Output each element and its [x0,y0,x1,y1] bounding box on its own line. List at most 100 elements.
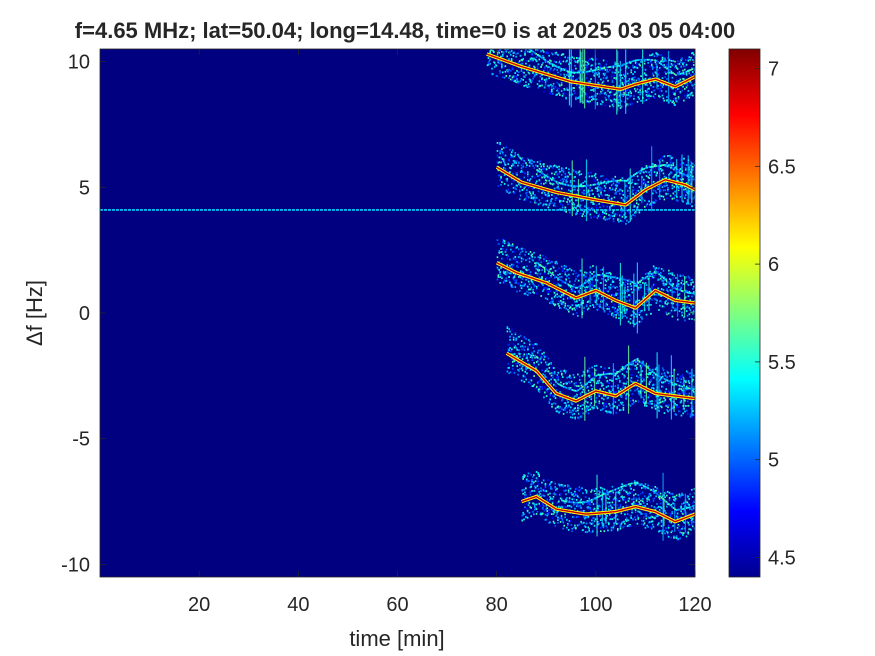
heatmap-cell [575,383,577,385]
heatmap-cell [677,170,680,173]
heatmap-cell [684,392,686,395]
heatmap-cell [589,209,592,211]
heatmap-cell [548,61,551,64]
heatmap-cell [642,360,644,363]
heatmap-cell [535,343,537,345]
heatmap-cell [525,198,527,201]
heatmap-cell [527,291,530,294]
heatmap-cell [533,284,535,286]
heatmap-cell [598,195,601,198]
heatmap-cell [579,393,582,396]
heatmap-cell [640,188,642,191]
heatmap-cell [677,388,680,391]
heatmap-cell [630,215,633,218]
heatmap-cell [663,175,666,178]
heatmap-cell [521,514,524,517]
heatmap-cell [502,153,504,155]
heatmap-cell [537,263,540,265]
heatmap-cell [526,285,528,288]
heatmap-cell [501,65,503,68]
heatmap-cell [576,61,579,64]
heatmap-cell [502,158,504,160]
heatmap-cell [605,280,608,283]
heatmap-cell [524,53,526,56]
heatmap-cell [627,345,630,414]
heatmap-cell [592,88,595,91]
heatmap-cell [635,361,637,364]
heatmap-cell [673,291,675,293]
heatmap-cell [537,349,540,352]
heatmap-cell [675,65,677,68]
heatmap-cell [492,49,494,52]
heatmap-cell [597,382,600,384]
heatmap-cell [502,160,505,163]
heatmap-cell [600,298,602,301]
heatmap-cell [552,395,554,397]
heatmap-cell [682,376,685,379]
heatmap-cell [689,372,692,375]
heatmap-cell [659,168,662,170]
heatmap-cell [576,393,578,396]
heatmap-cell [523,349,526,351]
heatmap-cell [554,269,557,272]
heatmap-cell [573,176,576,179]
heatmap-cell [626,219,628,222]
heatmap-cell [673,97,675,100]
heatmap-cell [616,372,618,374]
heatmap-cell [616,185,618,188]
heatmap-cell [500,161,502,164]
heatmap-cell [526,269,528,272]
heatmap-cell [649,65,651,68]
heatmap-cell [571,403,574,406]
heatmap-cell [543,358,545,361]
heatmap-cell [595,382,598,385]
heatmap-cell [566,201,568,203]
heatmap-cell [622,281,625,284]
heatmap-cell [569,376,571,379]
heatmap-cell [694,414,695,417]
heatmap-cell [592,207,594,210]
heatmap-cell [693,56,695,59]
heatmap-cell [652,80,655,83]
heatmap-cell [692,94,694,97]
heatmap-cell [528,257,531,260]
heatmap-cell [584,286,586,289]
heatmap-cell [676,179,679,182]
heatmap-cell [542,172,544,175]
heatmap-cell [606,307,609,310]
heatmap-cell [523,342,526,344]
heatmap-cell [563,209,566,212]
heatmap-cell [667,410,669,413]
heatmap-cell [502,270,505,273]
heatmap-cell [674,309,676,312]
heatmap-cell [610,184,613,187]
heatmap-cell [678,384,681,387]
heatmap-cell [568,200,571,202]
heatmap-cell [640,187,642,190]
heatmap-cell [635,207,638,209]
heatmap-cell [519,157,522,160]
heatmap-cell [608,389,610,392]
heatmap-cell [683,290,686,293]
heatmap-cell [628,397,631,399]
heatmap-cell [636,88,639,91]
heatmap-cell [526,356,528,359]
heatmap-cell [537,203,540,206]
heatmap-cell [522,170,525,173]
heatmap-cell [685,191,688,193]
heatmap-cell [602,371,605,374]
heatmap-cell [622,198,625,201]
heatmap-cell [633,206,635,208]
heatmap-cell [651,203,654,206]
heatmap-cell [640,279,643,282]
heatmap-cell [603,92,606,95]
heatmap-cell [655,298,658,301]
heatmap-cell [645,204,648,207]
heatmap-cell [610,75,613,78]
heatmap-cell [574,170,576,173]
heatmap-cell [499,271,501,273]
heatmap-cell [663,397,666,400]
heatmap-cell [597,182,599,185]
heatmap-cell [598,400,601,403]
heatmap-cell [644,276,647,279]
